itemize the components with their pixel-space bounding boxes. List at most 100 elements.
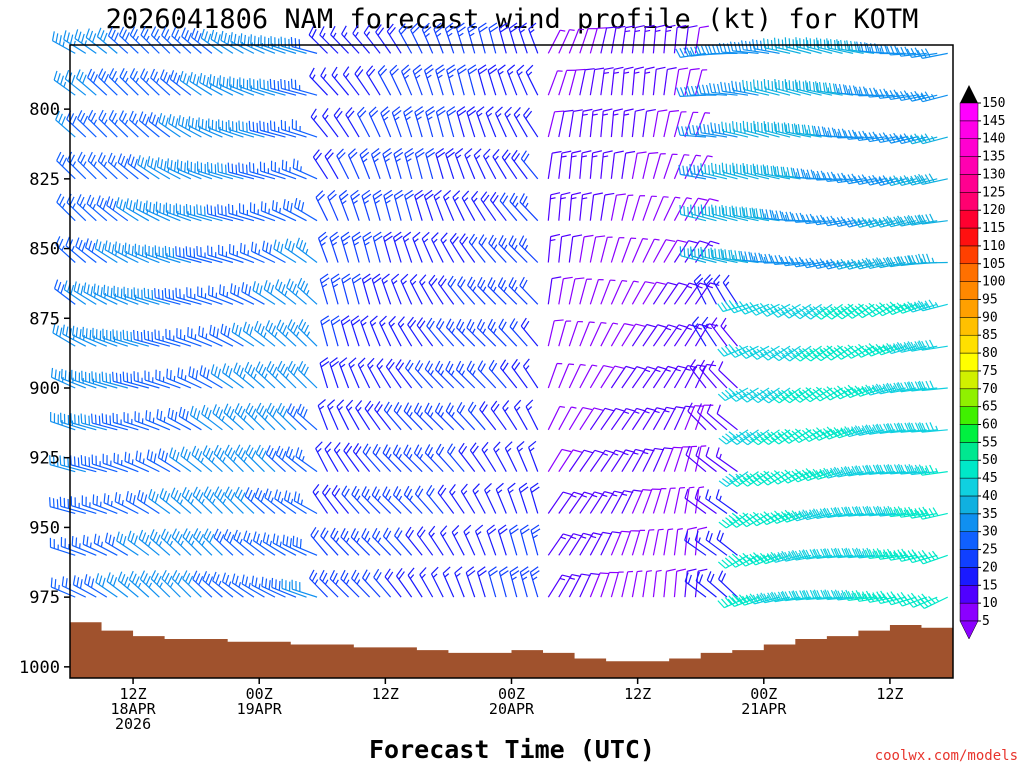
wind-barb [80, 413, 107, 431]
wind-barb [91, 454, 118, 473]
wind-barb [759, 591, 791, 604]
wind-barb [706, 571, 728, 598]
wind-barb [187, 116, 213, 138]
wind-barb [716, 530, 738, 556]
wind-barb [452, 190, 465, 221]
wind-barb [256, 402, 276, 431]
wind-barb [663, 365, 688, 389]
colorbar-swatch [959, 388, 979, 407]
wind-barb [361, 189, 372, 221]
wind-barb [684, 531, 707, 556]
wind-barb [813, 345, 843, 362]
wind-barb [802, 345, 833, 362]
wind-barb [379, 315, 392, 347]
wind-barb [854, 464, 885, 476]
wind-barb [568, 109, 583, 138]
wind-barb [199, 365, 223, 389]
wind-barb [589, 192, 603, 221]
wind-barb [150, 26, 171, 54]
wind-barb [610, 66, 624, 96]
wind-barb [234, 403, 255, 431]
wind-barb [259, 161, 286, 180]
wind-barb [600, 407, 625, 431]
wind-barb [213, 444, 234, 473]
wind-barb [196, 161, 223, 180]
wind-barb [690, 246, 717, 264]
colorbar-label: 120 [982, 203, 1005, 218]
x-tick-label: 19APR [237, 700, 283, 718]
wind-barb [310, 108, 329, 138]
wind-barb [463, 524, 476, 556]
wind-barb [715, 489, 738, 514]
wind-barb [423, 189, 434, 221]
wind-barb [355, 400, 371, 431]
wind-barb [642, 281, 666, 305]
colorbar-swatch [959, 209, 979, 229]
y-tick-label: 875 [29, 309, 60, 329]
wind-barb [558, 533, 583, 556]
wind-barb [382, 231, 393, 263]
wind-barb [610, 279, 628, 305]
wind-barb [128, 570, 150, 598]
wind-barb [568, 532, 593, 556]
wind-barb [203, 486, 223, 514]
wind-barb [454, 566, 465, 598]
wind-barb [414, 189, 424, 221]
wind-barb [477, 360, 497, 389]
wind-barb [874, 256, 906, 269]
x-tick-label: 2026 [115, 715, 151, 733]
wind-barb [351, 273, 362, 305]
y-axis: 800 825 850 875 900 925 950 975 1000 [19, 100, 70, 678]
wind-barb [150, 570, 171, 598]
wind-barb [101, 371, 128, 389]
wind-barb [381, 273, 392, 305]
colorbar-label: 65 [982, 400, 998, 415]
colorbar-top-arrow [960, 85, 978, 103]
wind-barb [50, 577, 76, 598]
wind-barb [138, 529, 160, 556]
wind-barb [716, 404, 738, 431]
wind-barb [589, 27, 607, 54]
wind-barb [697, 84, 728, 96]
wind-barb [295, 237, 318, 263]
wind-barb [367, 357, 381, 389]
wind-barb [83, 282, 108, 305]
wind-barb [282, 199, 307, 222]
wind-barb [280, 119, 307, 138]
wind-barb [403, 444, 423, 473]
colorbar-swatch [959, 227, 979, 247]
wind-barb [865, 87, 896, 98]
wind-barb [49, 497, 76, 515]
wind-barb [159, 488, 181, 514]
colorbar-swatch [959, 156, 979, 175]
wind-barb [739, 471, 770, 487]
wind-barb [843, 129, 875, 140]
wind-barb [504, 441, 518, 472]
wind-barb [238, 120, 265, 138]
wind-barb [200, 28, 223, 54]
wind-barb [393, 189, 404, 221]
wind-barb [218, 244, 244, 264]
wind-barb [709, 83, 738, 96]
wind-barb [673, 240, 698, 263]
wind-barb [445, 318, 465, 347]
wind-barb [319, 357, 330, 389]
wind-barb [230, 283, 255, 305]
wind-barb [686, 85, 717, 96]
wind-barb [703, 274, 718, 305]
wind-barb [823, 303, 854, 320]
wind-barb [103, 493, 129, 515]
wind-barb [405, 526, 423, 556]
wind-barb [229, 76, 255, 96]
wind-barb [506, 64, 518, 96]
wind-barb [330, 273, 341, 305]
wind-barb [688, 124, 717, 138]
wind-barb [91, 371, 118, 389]
wind-barb [434, 402, 455, 431]
wind-barb [431, 232, 444, 263]
wind-barb [511, 149, 528, 180]
wind-barb [233, 529, 255, 556]
wind-barb [610, 108, 624, 138]
wind-barb [501, 149, 518, 180]
wind-barb [259, 120, 286, 138]
